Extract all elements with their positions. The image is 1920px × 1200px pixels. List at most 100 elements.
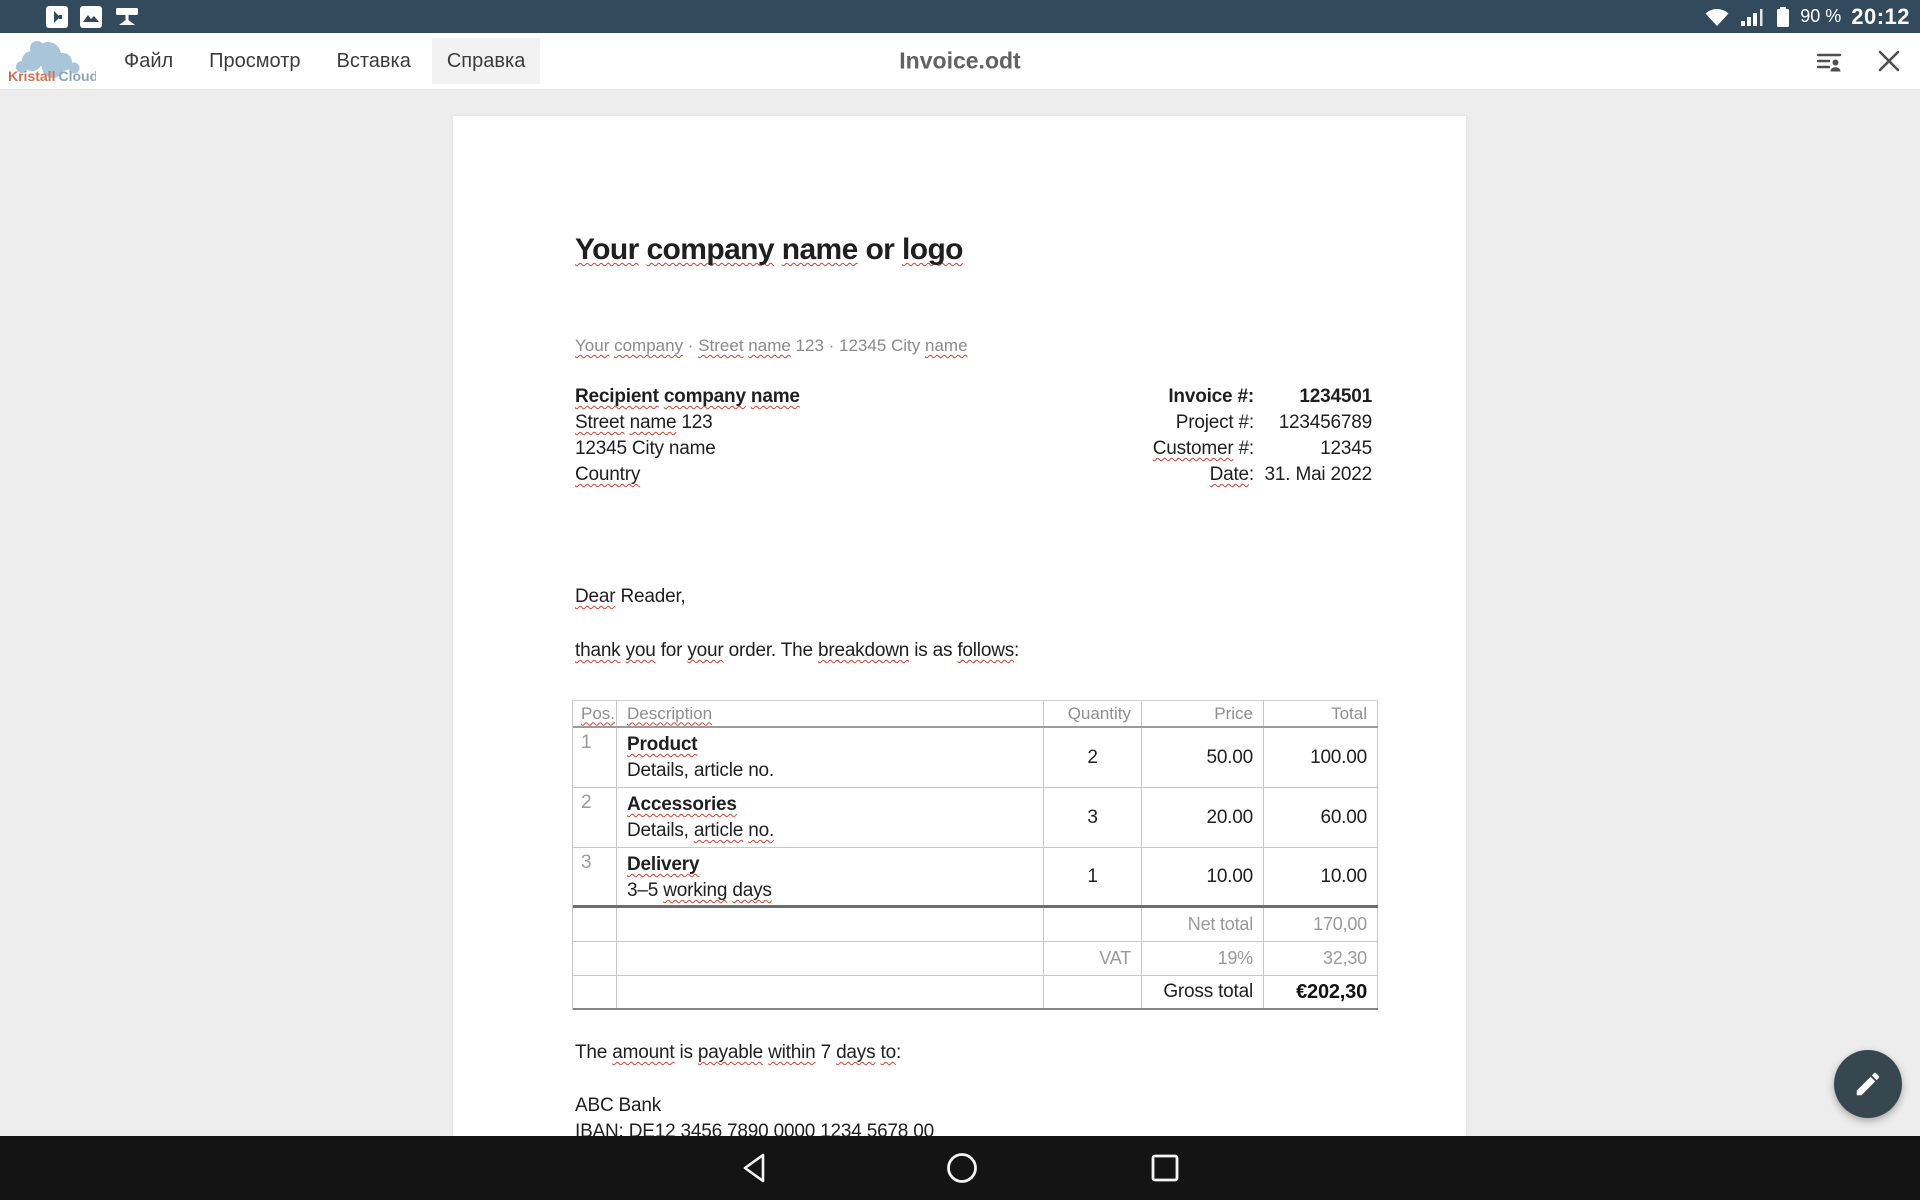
menu-file[interactable]: Файл: [124, 49, 174, 72]
app-toolbar: Kristall Cloud Файл Просмотр Вставка Спра…: [0, 33, 1920, 90]
recipient-block: Recipient company name Street name 123 1…: [575, 384, 800, 488]
gross-total-row: Gross total €202,30: [573, 976, 1378, 1010]
pencil-icon: [1856, 1072, 1880, 1096]
wifi-icon: [1705, 8, 1729, 26]
row-quantity: 1: [1044, 848, 1142, 905]
logo-word-1: Kristall: [8, 68, 55, 84]
document-canvas[interactable]: Your company name or logo Your company ·…: [0, 90, 1920, 1136]
close-icon[interactable]: [1874, 46, 1904, 76]
menu-help[interactable]: Справка: [431, 38, 541, 84]
cell-signal-icon: [1741, 8, 1763, 26]
row-pos: 1: [573, 728, 617, 787]
item-subtitle: Details, article no.: [627, 760, 775, 781]
header-pos: Pos.: [573, 701, 617, 726]
bank-details: ABC Bank IBAN: DE12 3456 7890 0000 1234 …: [575, 1093, 934, 1136]
screenshot-image-icon: [80, 5, 102, 28]
vat-row: VAT 19% 32,30: [573, 942, 1378, 976]
row-quantity: 2: [1044, 728, 1142, 787]
header-price: Price: [1142, 701, 1264, 726]
payment-terms-line: The amount is payable within 7 days to:: [575, 1042, 902, 1063]
date-label: Date:: [1209, 464, 1255, 485]
back-icon[interactable]: [737, 1151, 773, 1185]
net-total-label: Net total: [1142, 908, 1264, 941]
meta-row-invoice-number: Invoice #: 1234501: [1153, 384, 1372, 410]
header-description: Description: [617, 701, 1044, 726]
document-title: Invoice.odt: [899, 47, 1021, 74]
menu-insert[interactable]: Вставка: [336, 49, 411, 72]
recipient-name: Recipient company name: [575, 386, 800, 407]
vat-label: VAT: [1044, 942, 1142, 975]
app-logo[interactable]: Kristall Cloud: [0, 33, 100, 89]
status-bar: 90 % 20:12: [0, 0, 1920, 33]
net-total-value: 170,00: [1264, 908, 1378, 941]
table-row: 1 Product Details, article no. 2 50.00 1…: [573, 728, 1378, 788]
row-description: Accessories Details, article no.: [617, 788, 1044, 847]
edit-fab-button[interactable]: [1834, 1050, 1902, 1118]
table-row: 2 Accessories Details, article no. 3 20.…: [573, 788, 1378, 848]
clock: 20:12: [1851, 3, 1910, 29]
bank-name: ABC Bank: [575, 1095, 662, 1116]
row-total: 10.00: [1264, 848, 1378, 905]
gross-total-label: Gross total: [1142, 976, 1264, 1008]
project-number-value: 123456789: [1278, 412, 1373, 433]
battery-icon: [1777, 6, 1790, 27]
row-description: Product Details, article no.: [617, 728, 1044, 787]
logo-word-2: Cloud: [58, 68, 96, 84]
row-price: 20.00: [1142, 788, 1264, 847]
outline-people-icon[interactable]: [1814, 46, 1844, 76]
row-pos: 3: [573, 848, 617, 905]
row-total: 60.00: [1264, 788, 1378, 847]
item-title: Accessories: [627, 794, 737, 815]
cast-network-icon: [116, 7, 138, 25]
battery-percent: 90 %: [1800, 6, 1842, 26]
invoice-table[interactable]: Pos. Description Quantity Price Total 1 …: [572, 700, 1378, 1010]
menu-bar: Файл Просмотр Вставка Справка: [106, 33, 543, 89]
date-value: 31. Mai 2022: [1264, 464, 1373, 485]
invoice-meta-block: Invoice #: 1234501 Project #: 123456789 …: [1153, 384, 1372, 488]
row-price: 10.00: [1142, 848, 1264, 905]
bank-iban: IBAN: DE12 3456 7890 0000 1234 5678 00: [575, 1121, 934, 1136]
forward-notification-icon: [46, 5, 68, 28]
table-header-row: Pos. Description Quantity Price Total: [573, 701, 1378, 728]
row-description: Delivery 3–5 working days: [617, 848, 1044, 905]
recipient-street: Street name 123: [575, 412, 713, 433]
sender-address-line: Your company · Street name 123 · 12345 C…: [575, 336, 968, 355]
invoice-page[interactable]: Your company name or logo Your company ·…: [453, 116, 1466, 1136]
status-bar-notifications: [0, 5, 140, 28]
vat-rate: 19%: [1142, 942, 1264, 975]
status-bar-system: 90 % 20:12: [1704, 4, 1920, 30]
recipient-city: 12345 City name: [575, 438, 716, 459]
item-subtitle: 3–5 working days: [627, 880, 772, 901]
header-quantity: Quantity: [1044, 701, 1142, 726]
row-quantity: 3: [1044, 788, 1142, 847]
home-icon[interactable]: [944, 1151, 980, 1185]
net-total-row: Net total 170,00: [573, 908, 1378, 942]
menu-view[interactable]: Просмотр: [209, 49, 301, 72]
customer-number-label: Customer #:: [1152, 438, 1254, 459]
row-price: 50.00: [1142, 728, 1264, 787]
row-pos: 2: [573, 788, 617, 847]
company-heading: Your company name or logo: [575, 233, 964, 266]
customer-number-value: 12345: [1320, 438, 1372, 459]
recents-icon[interactable]: [1147, 1151, 1183, 1185]
meta-row-date: Date: 31. Mai 2022: [1153, 462, 1373, 488]
android-nav-bar: [0, 1136, 1920, 1200]
recipient-country: Country: [575, 464, 641, 485]
item-subtitle: Details, article no.: [627, 820, 775, 841]
item-title: Delivery: [627, 854, 700, 875]
header-total: Total: [1264, 701, 1378, 726]
toolbar-actions: [1814, 33, 1920, 89]
table-row: 3 Delivery 3–5 working days 1 10.00 10.0…: [573, 848, 1378, 908]
project-number-label: Project #:: [1175, 412, 1254, 433]
meta-row-customer-number: Customer #: 12345: [1153, 436, 1372, 462]
item-title: Product: [627, 734, 698, 755]
salutation-line: Dear Reader,: [575, 586, 686, 607]
row-total: 100.00: [1264, 728, 1378, 787]
invoice-number-value: 1234501: [1299, 386, 1372, 407]
vat-value: 32,30: [1264, 942, 1378, 975]
gross-total-value: €202,30: [1264, 976, 1378, 1008]
meta-row-project-number: Project #: 123456789: [1153, 410, 1372, 436]
cloud-logo-icon: Kristall Cloud: [8, 41, 96, 84]
